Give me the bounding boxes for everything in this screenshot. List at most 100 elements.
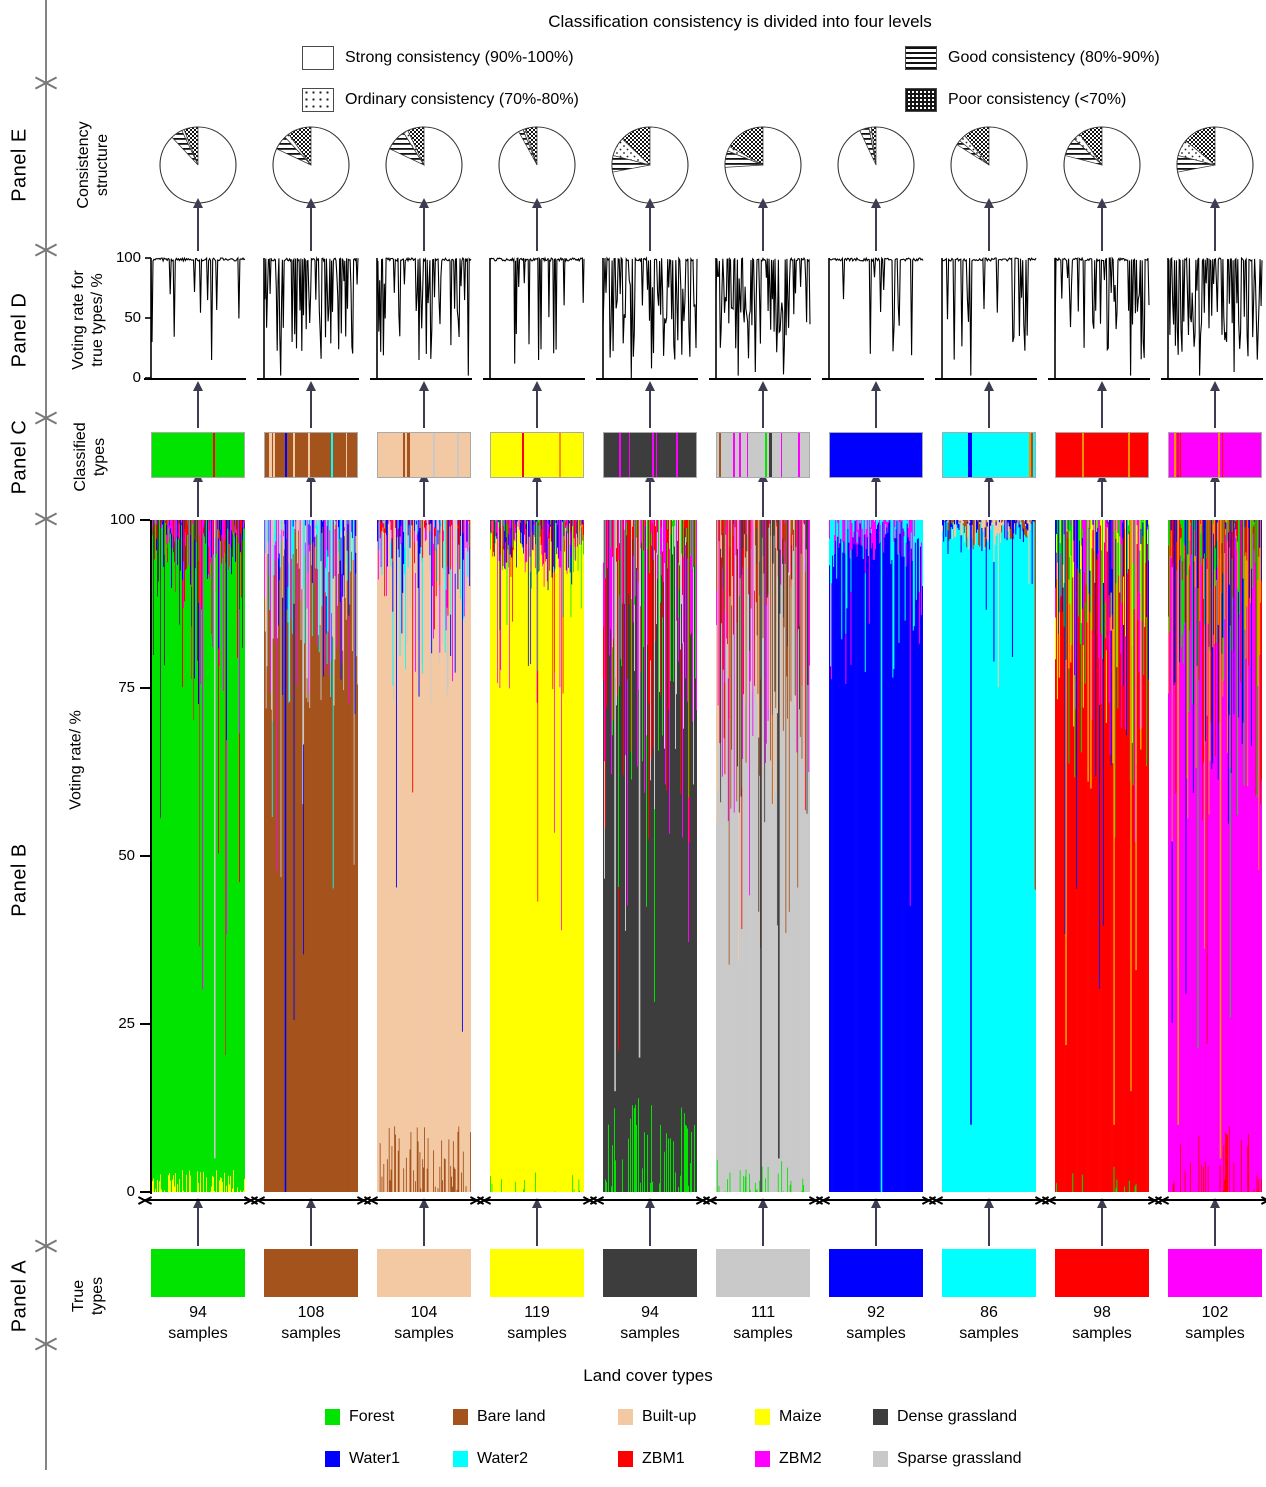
samples-word: samples (394, 1325, 454, 1342)
sample-count-label: 98 samples (1047, 1302, 1157, 1344)
voting-plot-sparse (709, 256, 811, 380)
x-axis-title: Land cover types (583, 1366, 713, 1385)
legend-label: Forest (349, 1408, 395, 1425)
group-x-axis (1161, 1199, 1266, 1201)
panel-b-y-tick-label: 50 (118, 847, 135, 864)
samples-word: samples (733, 1325, 793, 1342)
sample-count-label: 108 samples (256, 1302, 366, 1344)
samples-word: samples (507, 1325, 567, 1342)
legend-label: Sparse grassland (897, 1450, 1022, 1467)
flow-arrow-up (1096, 472, 1107, 517)
group-x-axis (257, 1199, 365, 1201)
classified-stripe (1217, 433, 1220, 477)
sample-count: 94 (641, 1304, 659, 1321)
sample-count-label: 94 samples (143, 1302, 253, 1344)
voting-plot-zbm1 (1048, 256, 1150, 380)
classified-stripe (331, 433, 334, 477)
flow-arrow-up (305, 381, 316, 428)
group-x-axis (144, 1199, 252, 1201)
true-type-block-forest (151, 1249, 245, 1297)
sample-count: 119 (524, 1304, 550, 1321)
sample-count: 111 (750, 1304, 776, 1321)
classified-stripe (675, 433, 678, 477)
sample-count: 98 (1093, 1304, 1111, 1321)
land-cover-legend-item-bareland: Bare land (453, 1408, 546, 1426)
sample-count-label: 111 samples (708, 1302, 818, 1344)
panel-b-y-tick (140, 1023, 150, 1025)
land-cover-legend-item-zbm2: ZBM2 (755, 1450, 822, 1468)
legend-label: Ordinary consistency (70%-80%) (345, 91, 579, 108)
consistency-pie-water2 (950, 126, 1028, 204)
flow-arrow-up (192, 472, 203, 517)
samples-word: samples (168, 1325, 228, 1342)
voting-bars-water2 (942, 520, 1036, 1192)
legend-item-strong: Strong consistency (90%-100%) (302, 46, 574, 70)
voting-plot-water2 (935, 256, 1037, 380)
panel-b-y-tick-label: 25 (118, 1015, 135, 1032)
flow-arrow-up (1209, 198, 1220, 251)
poor-consistency-swatch (905, 88, 937, 112)
classified-stripe (718, 433, 721, 477)
legend-item-poor: Poor consistency (<70%) (905, 88, 1126, 112)
flow-arrow-up (305, 472, 316, 517)
legend-item-ordinary: Ordinary consistency (70%-80%) (302, 88, 579, 112)
flow-arrow-up (305, 1198, 316, 1246)
voting-bars-bareland (264, 520, 358, 1192)
flow-arrow-up (644, 1198, 655, 1246)
classified-stripe (407, 433, 411, 477)
samples-word: samples (846, 1325, 906, 1342)
consistency-pie-water1 (837, 126, 915, 204)
voting-plot-builtup (370, 256, 472, 380)
panel-b-y-tick (140, 1191, 150, 1193)
classified-stripe (345, 433, 347, 477)
classified-stripe (764, 433, 767, 477)
flow-arrow-up (531, 198, 542, 251)
group-x-axis (935, 1199, 1043, 1201)
samples-word: samples (1072, 1325, 1132, 1342)
classified-stripe (1222, 433, 1224, 477)
voting-bars-sparse (716, 520, 810, 1192)
land-cover-legend-item-forest: Forest (325, 1408, 394, 1426)
voting-plot-dense (596, 256, 698, 380)
group-x-axis (596, 1199, 704, 1201)
sample-count-label: 94 samples (595, 1302, 705, 1344)
samples-word: samples (281, 1325, 341, 1342)
ordinary-consistency-swatch (302, 88, 334, 112)
panel-b-y-tick-label: 75 (118, 679, 135, 696)
consistency-pie-builtup (385, 126, 463, 204)
legend-label: ZBM1 (642, 1450, 685, 1467)
classified-stripe (651, 433, 654, 477)
classified-stripe (655, 433, 657, 477)
flow-arrow-up (1209, 381, 1220, 428)
consistency-pie-dense (611, 126, 689, 204)
flow-arrow-up (644, 381, 655, 428)
maize-color-swatch (755, 1409, 770, 1425)
classified-strip-water2 (942, 432, 1036, 478)
voting-plot-water1 (822, 256, 924, 380)
classified-stripe (1031, 433, 1034, 477)
classified-strip-dense (603, 432, 697, 478)
classified-stripe (628, 433, 630, 477)
classified-stripe (967, 433, 972, 477)
group-x-axis (709, 1199, 817, 1201)
land-cover-legend-item-water1: Water1 (325, 1450, 400, 1468)
classified-stripe (732, 433, 735, 477)
true-type-block-zbm2 (1168, 1249, 1262, 1297)
flow-arrow-up (418, 381, 429, 428)
classified-stripe (559, 433, 562, 477)
water1-color-swatch (325, 1451, 340, 1467)
voting-bars-zbm1 (1055, 520, 1149, 1192)
voting-bars-forest (151, 520, 245, 1192)
true-type-block-bareland (264, 1249, 358, 1297)
true-type-block-zbm1 (1055, 1249, 1149, 1297)
flow-arrow-up (1209, 472, 1220, 517)
flow-arrow-up (418, 198, 429, 251)
group-x-axis (370, 1199, 478, 1201)
land-cover-legend-item-builtup: Built-up (618, 1408, 696, 1426)
panel-b-y-tick-label: 100 (109, 511, 135, 528)
flow-arrow-up (983, 381, 994, 428)
classified-stripe (1028, 433, 1031, 477)
legend-label: Maize (779, 1408, 822, 1425)
flow-arrow-up (418, 1198, 429, 1246)
